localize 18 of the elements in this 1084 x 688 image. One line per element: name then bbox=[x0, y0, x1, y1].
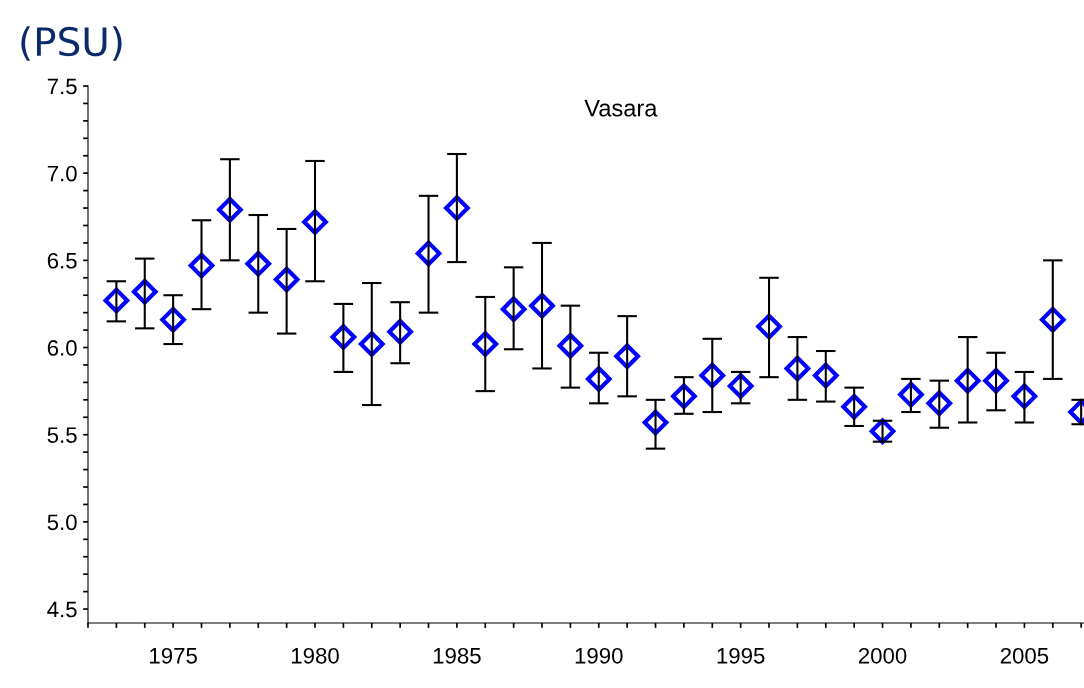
x-tick-label: 1990 bbox=[575, 647, 623, 664]
x-tick-label: 1975 bbox=[150, 647, 197, 664]
point bbox=[784, 355, 811, 382]
y-tick-label: 5.0 bbox=[47, 514, 77, 531]
x-tick-label: 1985 bbox=[433, 647, 481, 664]
x-tick-label: 2000 bbox=[858, 647, 907, 664]
y-tick-label: 6.5 bbox=[47, 252, 77, 269]
y-axis-title: (PSU) bbox=[21, 26, 122, 61]
x-tick-label: 1980 bbox=[291, 647, 339, 664]
y-tick-label: 6.0 bbox=[47, 340, 77, 356]
chart-title: Vasara bbox=[584, 100, 658, 117]
y-tick-label: 4.5 bbox=[47, 601, 77, 618]
x-tick-label: 1995 bbox=[717, 647, 765, 664]
y-tick-label: 7.0 bbox=[47, 165, 77, 182]
y-tick-label: 7.5 bbox=[47, 78, 77, 95]
x-tick-label: 2005 bbox=[1000, 647, 1049, 664]
y-tick-label: 5.5 bbox=[47, 427, 77, 443]
point bbox=[1011, 383, 1038, 410]
